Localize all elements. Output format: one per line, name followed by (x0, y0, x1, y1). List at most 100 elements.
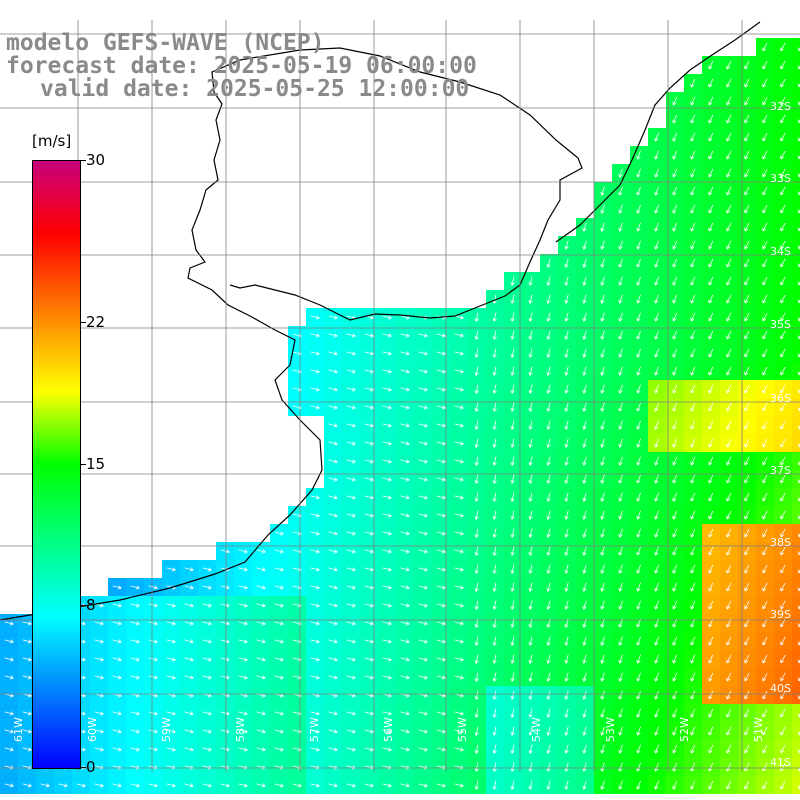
wind-arrow (274, 639, 284, 644)
wind-arrow (798, 119, 800, 124)
wind-arrow (310, 495, 320, 500)
wind-arrow (690, 276, 696, 286)
wind-arrow (510, 546, 515, 556)
wind-arrow (400, 585, 410, 590)
wind-arrow (708, 384, 714, 394)
wind-arrow (780, 186, 786, 196)
wind-arrow (454, 711, 464, 716)
wind-arrow (798, 515, 800, 520)
wind-arrow (474, 546, 479, 556)
wind-arrow (618, 222, 623, 232)
wind-arrow (654, 150, 660, 160)
wind-arrow (492, 744, 497, 754)
wind-arrow (510, 780, 515, 790)
wind-arrow (798, 227, 800, 232)
wind-arrow (400, 513, 410, 518)
wind-arrow (780, 726, 786, 736)
wind-arrow (256, 603, 266, 608)
wind-arrow (564, 672, 569, 682)
wind-arrow (166, 747, 176, 752)
wind-arrow (130, 711, 140, 716)
wind-arrow (112, 711, 122, 716)
wind-arrow (600, 672, 605, 682)
wind-arrow (744, 510, 750, 520)
wind-arrow (400, 387, 410, 392)
wind-arrow (618, 690, 623, 700)
wind-arrow (382, 369, 392, 374)
wind-arrow (618, 528, 623, 538)
wind-arrow (474, 366, 479, 376)
wind-arrow (400, 531, 410, 536)
wind-arrow (708, 150, 714, 160)
wind-arrow (618, 258, 623, 268)
wind-arrow (780, 42, 786, 52)
wind-arrow (564, 762, 569, 772)
wind-arrow (382, 333, 392, 338)
wind-arrow (726, 654, 732, 664)
wind-arrow (346, 567, 356, 572)
wind-arrow (636, 510, 641, 520)
wind-arrow (564, 492, 569, 502)
wind-arrow (546, 474, 551, 484)
wind-arrow (346, 405, 356, 410)
wind-arrow (636, 708, 641, 718)
wind-arrow (346, 621, 356, 626)
wind-arrow (112, 747, 122, 752)
wind-arrow (4, 657, 14, 662)
wind-arrow (672, 726, 678, 736)
wind-arrow (546, 366, 551, 376)
wind-arrow (708, 114, 714, 124)
wind-arrow (528, 312, 533, 322)
wind-arrow (436, 621, 446, 626)
wind-arrow (564, 636, 569, 646)
wind-arrow (726, 510, 732, 520)
wind-arrow (672, 186, 678, 196)
wind-arrow (780, 438, 786, 448)
wind-arrow (564, 330, 569, 340)
wind-arrow (798, 641, 800, 646)
wind-arrow (744, 294, 750, 304)
wind-arrow (510, 402, 515, 412)
wind-arrow (618, 780, 623, 790)
wind-arrow (382, 513, 392, 518)
wind-arrow (690, 420, 696, 430)
wind-arrow (636, 528, 641, 538)
wind-arrow (654, 204, 660, 214)
wind-arrow (582, 222, 587, 232)
wind-cell (792, 272, 800, 290)
wind-arrow (672, 384, 678, 394)
wind-arrow (798, 101, 800, 106)
wind-arrow (636, 222, 641, 232)
wind-arrow (238, 549, 248, 554)
wind-arrow (382, 729, 392, 734)
wind-arrow (492, 636, 497, 646)
wind-arrow (672, 348, 678, 358)
wind-arrow (400, 603, 410, 608)
wind-arrow (474, 312, 479, 322)
wind-arrow (418, 441, 428, 446)
wind-arrow (654, 492, 660, 502)
wind-arrow (762, 564, 768, 574)
longitude-label: 56W (382, 717, 395, 742)
wind-arrow (726, 294, 732, 304)
wind-arrow (454, 459, 464, 464)
wind-arrow (690, 528, 696, 538)
wind-arrow (762, 708, 768, 718)
wind-arrow (238, 675, 248, 680)
wind-arrow (744, 132, 750, 142)
wind-arrow (654, 312, 660, 322)
wind-arrow (166, 639, 176, 644)
wind-arrow (328, 441, 338, 446)
wind-arrow (400, 747, 410, 752)
wind-arrow (762, 222, 768, 232)
wind-arrow (418, 459, 428, 464)
wind-arrow (636, 672, 641, 682)
wind-arrow (528, 492, 533, 502)
wind-arrow (762, 96, 768, 106)
wind-arrow (418, 711, 428, 716)
wind-arrow (780, 528, 786, 538)
wind-arrow (546, 438, 551, 448)
wind-arrow (310, 531, 320, 536)
colorbar-tick-mark (80, 605, 86, 607)
